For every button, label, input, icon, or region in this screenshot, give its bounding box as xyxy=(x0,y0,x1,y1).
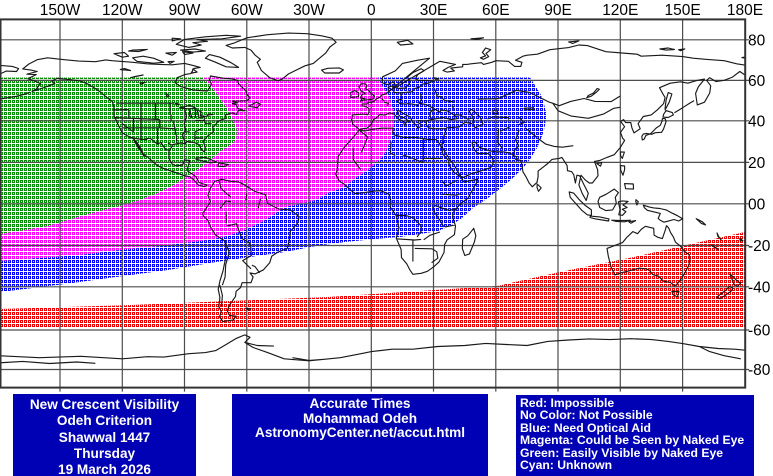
svg-text:-20: -20 xyxy=(748,238,771,255)
svg-text:150E: 150E xyxy=(664,2,700,19)
svg-text:60E: 60E xyxy=(482,2,510,19)
svg-text:20: 20 xyxy=(748,155,766,172)
svg-text:180E: 180E xyxy=(727,2,763,19)
svg-text:60W: 60W xyxy=(231,2,263,19)
svg-text:60: 60 xyxy=(748,73,766,90)
svg-text:80: 80 xyxy=(748,32,766,49)
svg-text:90E: 90E xyxy=(544,2,572,19)
svg-text:120W: 120W xyxy=(102,2,143,19)
svg-text:-80: -80 xyxy=(748,362,771,379)
svg-text:-60: -60 xyxy=(748,323,771,340)
svg-text:0: 0 xyxy=(367,2,376,19)
svg-text:120E: 120E xyxy=(602,2,638,19)
svg-text:30E: 30E xyxy=(420,2,448,19)
svg-text:00: 00 xyxy=(748,196,766,213)
svg-text:90W: 90W xyxy=(169,2,201,19)
svg-text:40: 40 xyxy=(748,113,766,130)
svg-text:150W: 150W xyxy=(40,2,81,19)
svg-text:-40: -40 xyxy=(748,279,771,296)
svg-text:30W: 30W xyxy=(293,2,325,19)
